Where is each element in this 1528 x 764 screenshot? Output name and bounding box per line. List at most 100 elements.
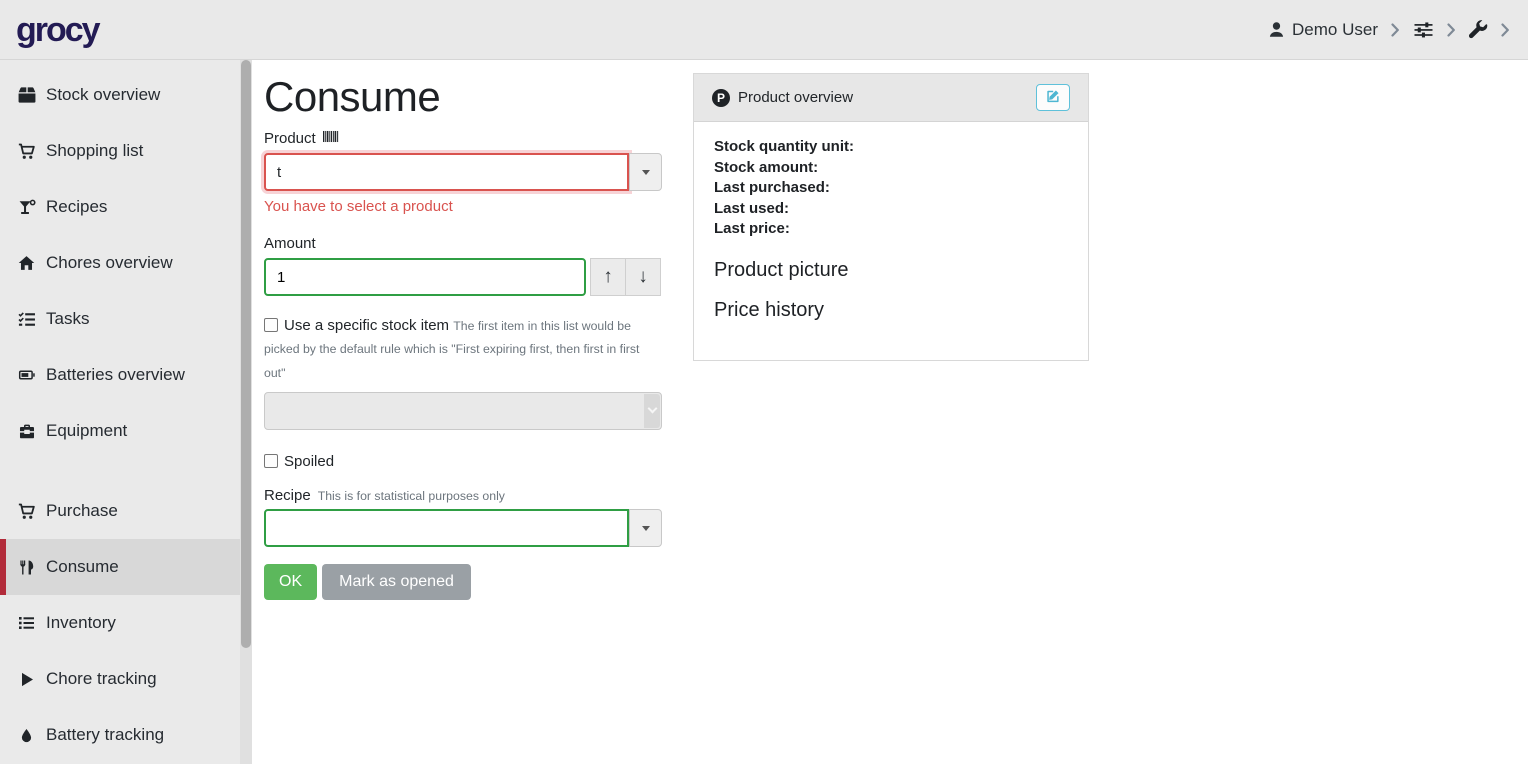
product-circle-icon: P	[712, 88, 730, 107]
spoiled-checkbox[interactable]	[264, 453, 278, 468]
sidebar-item-recipes[interactable]: Recipes	[0, 179, 252, 235]
recipe-hint: This is for statistical purposes only	[317, 488, 505, 503]
stock-amount-label: Stock amount:	[714, 158, 819, 176]
amount-input[interactable]	[264, 258, 586, 297]
specific-stock-item-hint: The first item in this list would be pic…	[264, 319, 640, 380]
sliders-icon	[1413, 21, 1434, 39]
settings-menu[interactable]	[1413, 21, 1434, 39]
last-used-label: Last used:	[714, 199, 790, 217]
battery-icon	[16, 367, 37, 383]
list-icon	[16, 615, 37, 631]
shopping-cart-icon	[16, 143, 37, 160]
price-history-heading: Price history	[714, 298, 825, 321]
ok-button[interactable]: OK	[264, 564, 318, 601]
product-picture-heading: Product picture	[714, 258, 849, 281]
product-label: Product	[264, 130, 664, 147]
chevron-right-icon	[1391, 22, 1400, 37]
sidebar-item-label: Chores overview	[46, 253, 173, 272]
recipe-dropdown-button[interactable]	[629, 509, 662, 548]
sidebar-nav: Stock overview Shopping list Recipes Cho…	[0, 60, 252, 764]
sidebar-item-label: Inventory	[46, 613, 116, 632]
play-icon	[16, 671, 37, 688]
sidebar-item-label: Chore tracking	[46, 669, 157, 688]
sidebar-item-label: Shopping list	[46, 141, 144, 160]
sidebar-item-chore-tracking[interactable]: Chore tracking	[0, 651, 252, 707]
barcode-icon	[322, 130, 340, 147]
sidebar-item-label: Batteries overview	[46, 365, 185, 384]
spoiled-row: Spoiled	[264, 450, 662, 473]
user-menu[interactable]: Demo User	[1268, 20, 1378, 40]
product-overview-card: P Product overview Stock quantity unit: …	[693, 73, 1089, 361]
utensils-icon	[16, 559, 37, 576]
droplet-icon	[16, 727, 37, 744]
top-header: grocy Demo User	[0, 0, 1528, 60]
product-input[interactable]	[264, 153, 629, 192]
product-overview-title: Product overview	[738, 89, 854, 106]
sidebar-scrollbar-track[interactable]	[240, 60, 252, 764]
grocy-logo[interactable]: grocy	[16, 10, 101, 49]
recipe-input[interactable]	[264, 509, 629, 548]
sidebar-item-consume[interactable]: Consume	[0, 539, 252, 595]
wrench-icon	[1469, 20, 1488, 39]
page-title: Consume	[264, 73, 441, 120]
amount-label: Amount	[264, 235, 316, 253]
chevron-right-icon	[1501, 22, 1510, 37]
manage-menu[interactable]	[1469, 20, 1488, 39]
box-icon	[16, 86, 37, 104]
amount-input-group: ↑ ↓	[264, 258, 662, 297]
sidebar-item-purchase[interactable]: Purchase	[0, 483, 252, 539]
spoiled-label: Spoiled	[284, 452, 335, 470]
product-input-group	[264, 153, 662, 192]
caret-down-icon	[641, 169, 650, 175]
edit-product-button[interactable]	[1036, 84, 1070, 111]
specific-stock-item-checkbox[interactable]	[264, 318, 278, 333]
product-overview-header: P Product overview	[694, 74, 1088, 122]
sidebar-item-batteries-overview[interactable]: Batteries overview	[0, 347, 252, 403]
tasks-icon	[16, 311, 37, 328]
caret-down-icon	[641, 525, 650, 531]
last-price-label: Last price:	[714, 220, 790, 237]
header-menus: Demo User	[1268, 20, 1510, 40]
sidebar-item-label: Tasks	[46, 309, 90, 328]
sidebar-item-label: Battery tracking	[46, 725, 165, 744]
sidebar-item-label: Purchase	[46, 501, 118, 520]
cocktail-icon	[16, 199, 37, 216]
edit-icon	[1046, 89, 1060, 107]
consume-form: Consume Product You have to select a pro…	[264, 60, 664, 601]
sidebar-item-equipment[interactable]: Equipment	[0, 403, 252, 459]
stock-quantity-unit-label: Stock quantity unit:	[714, 138, 854, 155]
specific-stock-item-row: Use a specific stock item The first item…	[264, 314, 662, 384]
sidebar-item-stock-overview[interactable]: Stock overview	[0, 67, 252, 123]
sidebar-item-label: Consume	[46, 557, 119, 576]
sidebar-section-divider	[0, 459, 252, 483]
sidebar-item-label: Equipment	[46, 421, 128, 440]
last-purchased-label: Last purchased:	[714, 179, 830, 196]
home-icon	[16, 255, 37, 272]
main-content: Consume Product You have to select a pro…	[252, 60, 1528, 764]
recipe-input-group	[264, 509, 662, 548]
sidebar-item-label: Stock overview	[46, 85, 161, 104]
specific-stock-item-select	[264, 391, 662, 430]
product-error-message: You have to select a product	[264, 198, 453, 216]
sidebar-item-inventory[interactable]: Inventory	[0, 595, 252, 651]
amount-decrease-button[interactable]: ↓	[625, 258, 661, 297]
specific-stock-item-label: Use a specific stock item	[284, 317, 450, 335]
toolbox-icon	[16, 423, 37, 440]
sidebar-scrollbar-thumb[interactable]	[241, 60, 251, 648]
mark-as-opened-button[interactable]: Mark as opened	[322, 564, 471, 601]
chevron-right-icon	[1447, 22, 1456, 37]
shopping-cart-icon	[16, 503, 37, 520]
sidebar-item-tasks[interactable]: Tasks	[0, 291, 252, 347]
product-overview-body: Stock quantity unit: Stock amount: Last …	[694, 122, 1088, 337]
sidebar-item-battery-tracking[interactable]: Battery tracking	[0, 707, 252, 763]
product-dropdown-button[interactable]	[629, 153, 662, 192]
form-actions: OK Mark as opened	[264, 564, 664, 601]
amount-increase-button[interactable]: ↑	[590, 258, 626, 297]
sidebar-item-shopping-list[interactable]: Shopping list	[0, 123, 252, 179]
sidebar-item-chores-overview[interactable]: Chores overview	[0, 235, 252, 291]
user-icon	[1268, 21, 1285, 38]
select-chevron-icon	[644, 393, 660, 428]
amount-stepper: ↑ ↓	[590, 258, 661, 297]
sidebar-item-label: Recipes	[46, 197, 108, 216]
user-menu-label: Demo User	[1292, 19, 1378, 39]
